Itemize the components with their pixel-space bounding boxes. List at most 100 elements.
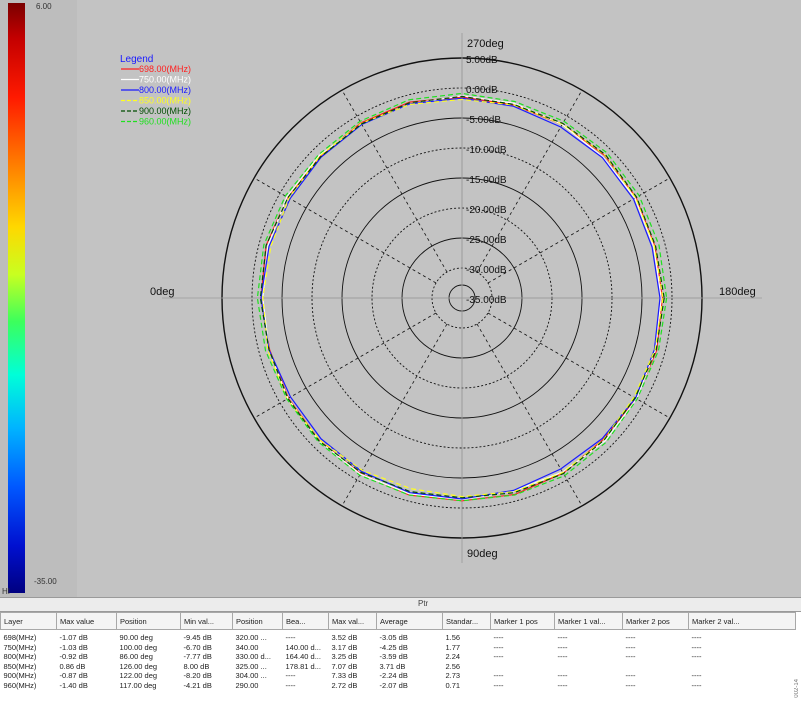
angle-label-bottom: 90deg (467, 548, 498, 560)
legend-title: Legend (120, 54, 153, 65)
table-cell: ---- (625, 680, 636, 690)
table-cell: ---- (493, 652, 504, 661)
table-cell: 960(MHz) (3, 680, 37, 690)
table-header-row: Layer Max value Position Min val... Position… (0, 612, 796, 630)
series-trace (260, 97, 661, 500)
legend-entry: 960.00(MHz) (139, 117, 191, 127)
table-cell: 86.00 deg (119, 652, 153, 661)
table-cell: 320.00 ... (235, 633, 267, 642)
table-cell: 126.00 deg (119, 661, 158, 671)
table-cell: 330.00 d... (235, 652, 271, 661)
table-cell: ---- (285, 680, 296, 690)
table-cell: -4.25 dB (379, 642, 408, 652)
table-cell: ---- (557, 652, 568, 661)
table-cell (623, 662, 689, 672)
column-header[interactable]: Min val... (180, 612, 233, 630)
grid-spoke (253, 177, 437, 284)
table-cell: 3.17 dB (331, 642, 358, 652)
color-scale-footer-label: HI (2, 587, 10, 596)
radial-tick-label: -25.00dB (466, 235, 507, 246)
table-cell: 340.00 (235, 642, 259, 652)
column-header[interactable]: Position (116, 612, 181, 630)
radial-tick-label: 5.00dB (466, 55, 498, 66)
table-cell: 3.71 dB (379, 661, 406, 671)
status-text: Ptr (418, 599, 429, 608)
table-cell: 2.24 (445, 652, 461, 661)
statistics-table: Layer Max value Position Min val... Position… (0, 612, 796, 690)
table-cell: -0.87 dB (59, 671, 88, 680)
table-cell: 164.40 d... (285, 652, 321, 661)
table-cell: 900(MHz) (3, 671, 37, 680)
grid-spoke (487, 177, 671, 284)
table-cell: 1.56 (445, 633, 461, 642)
column-header[interactable]: Position (232, 612, 283, 630)
color-gradient (8, 3, 25, 593)
table-cell: ---- (557, 633, 568, 642)
grid-spoke (476, 323, 583, 507)
table-cell: ---- (625, 642, 636, 652)
table-cell: 2.56 (445, 661, 461, 671)
table-cell: ---- (625, 633, 636, 642)
table-cell: ---- (493, 671, 504, 680)
table-row[interactable]: 960(MHz) -1.40 dB 117.00 deg -4.21 dB 290.00… (1, 681, 796, 691)
grid-spoke (476, 89, 583, 273)
column-header[interactable]: Layer (0, 612, 57, 630)
table-cell: -0.92 dB (59, 652, 88, 661)
table-cell: ---- (691, 633, 702, 642)
angle-label-right: 180deg (719, 286, 756, 298)
legend-entry: 900.00(MHz) (139, 106, 191, 116)
table-cell: ---- (691, 642, 702, 652)
color-scale-min-label: -35.00 (34, 577, 57, 586)
table-cell: -7.77 dB (183, 652, 212, 661)
column-header[interactable]: Standar... (442, 612, 491, 630)
column-header[interactable]: Bea... (282, 612, 329, 630)
table-cell: -1.07 dB (59, 633, 88, 642)
table-cell: 290.00 (235, 680, 259, 690)
table-cell: ---- (625, 671, 636, 680)
table-cell: 178.81 d... (285, 661, 321, 671)
table-cell: 850(MHz) (3, 661, 37, 671)
table-row[interactable]: 750(MHz) -1.03 dB 100.00 deg -6.70 dB 340.00… (1, 643, 796, 653)
table-cell: -1.40 dB (59, 680, 88, 690)
table-cell: ---- (493, 680, 504, 690)
legend-entry: 750.00(MHz) (139, 75, 191, 85)
table-cell: -9.45 dB (183, 633, 212, 642)
table-cell: 325.00 ... (235, 661, 267, 671)
table-cell: ---- (625, 652, 636, 661)
table-cell: 304.00 ... (235, 671, 267, 680)
table-cell: ---- (557, 642, 568, 652)
column-header[interactable]: Marker 1 pos (490, 612, 555, 630)
column-header[interactable]: Average (376, 612, 443, 630)
table-cell: ---- (493, 642, 504, 652)
legend-entry: 800.00(MHz) (139, 85, 191, 95)
table-cell: 3.25 dB (331, 652, 358, 661)
table-cell: -2.07 dB (379, 680, 408, 690)
polar-plot[interactable]: 5.00dB 0.00dB -5.00dB -10.00dB -15.00dB -20.0… (77, 0, 801, 597)
column-header[interactable]: Marker 2 val... (688, 612, 796, 630)
table-cell: 100.00 deg (119, 642, 158, 652)
table-row[interactable]: 900(MHz) -0.87 dB 122.00 deg -8.20 dB 304.00… (1, 671, 796, 681)
table-cell (491, 662, 555, 672)
column-header[interactable]: Max val... (328, 612, 377, 630)
table-cell: 0.86 dB (59, 661, 86, 671)
column-header[interactable]: Marker 2 pos (622, 612, 689, 630)
table-cell: ---- (691, 652, 702, 661)
table-cell: ---- (557, 680, 568, 690)
table-cell: -1.03 dB (59, 642, 88, 652)
table-cell: -8.20 dB (183, 671, 212, 680)
radial-tick-label: -30.00dB (466, 265, 507, 276)
table-row[interactable]: 800(MHz) -0.92 dB 86.00 deg -7.77 dB 330.00 … (1, 652, 796, 662)
table-cell: -6.70 dB (183, 642, 212, 652)
statistics-table-panel[interactable]: Layer Max value Position Min val... Position… (0, 612, 801, 704)
table-row[interactable]: 698(MHz) -1.07 dB 90.00 deg -9.45 dB 320.00 … (1, 630, 796, 643)
radial-tick-label: -35.00dB (466, 295, 507, 306)
series-trace (259, 95, 665, 499)
grid-spoke (341, 323, 448, 507)
table-cell: 2.72 dB (331, 680, 358, 690)
column-header[interactable]: Marker 1 val... (554, 612, 623, 630)
table-row[interactable]: 850(MHz) 0.86 dB 126.00 deg 8.00 dB 325.00 .… (1, 662, 796, 672)
table-cell: -3.59 dB (379, 652, 408, 661)
grid-spoke (341, 89, 448, 273)
column-header[interactable]: Max value (56, 612, 117, 630)
status-bar: Ptr (0, 597, 801, 612)
